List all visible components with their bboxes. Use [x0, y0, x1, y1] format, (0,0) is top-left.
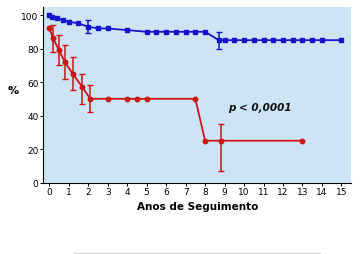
Defeito Ausente — [86, 26, 90, 29]
Defeito Ausente — [339, 39, 344, 42]
Defeito Ausente — [193, 31, 198, 34]
Defeito Ausente — [61, 20, 65, 23]
Defeito Ausente — [164, 31, 168, 34]
Defeito Ausente — [252, 39, 256, 42]
Defeito Presente — [47, 28, 51, 31]
Defeito Presente — [203, 140, 207, 143]
Defeito Presente — [135, 98, 139, 101]
Defeito Ausente — [50, 16, 54, 19]
Defeito Ausente — [300, 39, 305, 42]
Defeito Ausente — [203, 31, 207, 34]
Defeito Ausente — [271, 39, 275, 42]
Defeito Presente — [71, 73, 75, 76]
Defeito Ausente — [184, 31, 188, 34]
Defeito Ausente — [144, 31, 149, 34]
Defeito Ausente — [281, 39, 285, 42]
Defeito Presente — [88, 98, 92, 101]
Text: p < 0,0001: p < 0,0001 — [228, 103, 292, 113]
Defeito Ausente — [96, 28, 100, 31]
Line: Defeito Ausente: Defeito Ausente — [47, 14, 343, 43]
Defeito Presente — [80, 86, 85, 89]
Defeito Ausente — [222, 39, 227, 42]
Defeito Ausente — [47, 14, 51, 18]
Defeito Ausente — [291, 39, 295, 42]
Defeito Presente — [193, 98, 198, 101]
Defeito Ausente — [320, 39, 324, 42]
Defeito Presente — [106, 98, 110, 101]
Line: Defeito Presente: Defeito Presente — [47, 27, 305, 143]
Defeito Ausente — [125, 29, 129, 33]
Defeito Ausente — [76, 23, 81, 26]
X-axis label: Anos de Seguimento: Anos de Seguimento — [136, 201, 258, 211]
Defeito Presente — [219, 140, 223, 143]
Defeito Ausente — [174, 31, 178, 34]
Defeito Presente — [125, 98, 129, 101]
Defeito Ausente — [55, 18, 59, 21]
Defeito Ausente — [106, 28, 110, 31]
Defeito Ausente — [67, 21, 71, 24]
Y-axis label: %: % — [8, 85, 18, 95]
Defeito Presente — [144, 98, 149, 101]
Defeito Presente — [57, 50, 61, 53]
Defeito Ausente — [310, 39, 314, 42]
Defeito Ausente — [216, 39, 221, 42]
Defeito Ausente — [232, 39, 236, 42]
Defeito Ausente — [154, 31, 159, 34]
Defeito Presente — [300, 140, 305, 143]
Defeito Ausente — [261, 39, 266, 42]
Defeito Ausente — [242, 39, 246, 42]
Defeito Presente — [63, 61, 67, 64]
Defeito Presente — [51, 38, 55, 41]
